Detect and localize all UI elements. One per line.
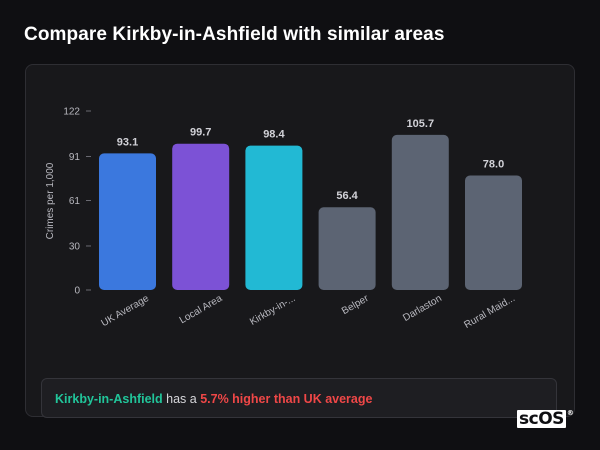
x-tick-label: Kirkby-in-... bbox=[248, 293, 297, 328]
x-tick-label: Rural Maid... bbox=[462, 293, 517, 331]
bar-value-label: 105.7 bbox=[407, 118, 435, 130]
bar bbox=[99, 153, 156, 290]
x-tick-label: Belper bbox=[340, 293, 371, 317]
x-tick-label: UK Average bbox=[99, 293, 151, 329]
comparison-summary: Kirkby-in-Ashfield has a 5.7% higher tha… bbox=[41, 378, 557, 418]
brand-logo: scOS ® bbox=[517, 409, 574, 429]
y-tick-label: 30 bbox=[69, 241, 81, 252]
y-tick-label: 61 bbox=[69, 196, 81, 207]
bar bbox=[245, 145, 303, 290]
brand-logo-text: scOS bbox=[517, 409, 566, 429]
x-tick-label: Local Area bbox=[178, 293, 225, 326]
y-axis-label: Crimes per 1,000 bbox=[45, 162, 56, 239]
bar-value-label: 93.1 bbox=[117, 136, 138, 148]
bar bbox=[172, 143, 230, 290]
bar-value-label: 99.7 bbox=[190, 127, 211, 139]
bar-value-label: 78.0 bbox=[483, 159, 504, 171]
registered-mark: ® bbox=[566, 409, 574, 417]
bar-value-label: 56.4 bbox=[336, 190, 358, 202]
bar bbox=[465, 175, 522, 290]
bar bbox=[391, 134, 449, 290]
x-tick-label: Darlaston bbox=[401, 293, 444, 324]
summary-connector: has a bbox=[162, 392, 201, 406]
y-tick-label: 0 bbox=[74, 286, 80, 297]
summary-area-name: Kirkby-in-Ashfield bbox=[55, 392, 163, 406]
y-tick-label: 91 bbox=[69, 152, 81, 163]
summary-difference: 5.7% higher than UK average bbox=[200, 392, 373, 406]
bar-value-label: 98.4 bbox=[263, 129, 285, 141]
y-tick-label: 122 bbox=[63, 107, 80, 118]
bar bbox=[318, 207, 376, 290]
page-title: Compare Kirkby-in-Ashfield with similar … bbox=[24, 24, 445, 45]
